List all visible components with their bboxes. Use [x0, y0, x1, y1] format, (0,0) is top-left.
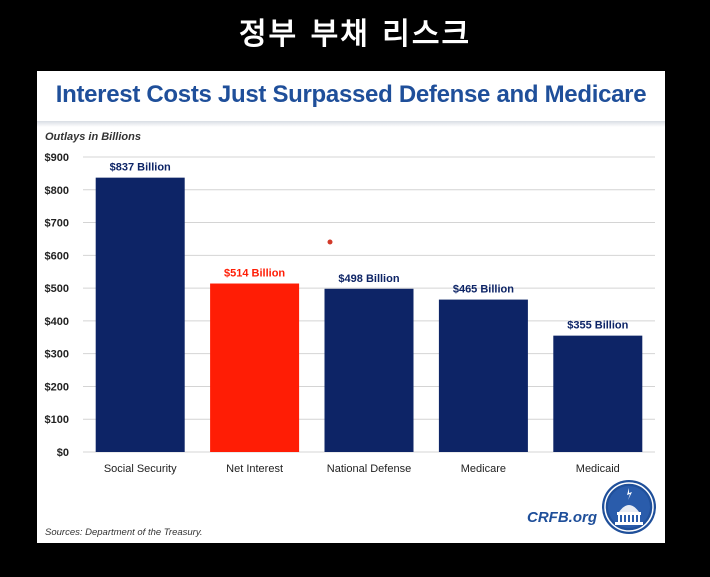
- x-tick-label: Social Security: [104, 463, 177, 475]
- x-tick-label: Medicare: [461, 463, 506, 475]
- x-tick-label: Medicaid: [576, 463, 620, 475]
- bar-value-label: $465 Billion: [453, 284, 514, 296]
- y-tick-label: $400: [45, 316, 69, 328]
- y-tick-label: $100: [45, 414, 69, 426]
- bar-value-label: $498 Billion: [338, 273, 399, 285]
- x-tick-label: National Defense: [327, 463, 411, 475]
- y-tick-label: $500: [45, 283, 69, 295]
- crfb-capitol-logo: [602, 480, 656, 534]
- y-tick-label: $600: [45, 250, 69, 262]
- video-banner-title: 정부 부채 리스크: [238, 17, 472, 52]
- chart-title: Interest Costs Just Surpassed Defense an…: [55, 81, 647, 108]
- y-axis-caption: Outlays in Billions: [45, 131, 141, 143]
- y-tick-label: $900: [45, 152, 69, 164]
- bar: [210, 283, 300, 452]
- y-tick-label: $0: [57, 447, 69, 459]
- brand-text: CRFB.org: [527, 509, 597, 526]
- y-tick-label: $300: [45, 349, 69, 361]
- pointer-dot: [327, 239, 333, 245]
- y-tick-label: $200: [45, 381, 69, 393]
- y-tick-label: $700: [45, 218, 69, 230]
- bar: [438, 299, 528, 452]
- bar: [95, 177, 185, 452]
- y-tick-label: $800: [45, 185, 69, 197]
- bar-value-label: $837 Billion: [110, 162, 171, 174]
- bar: [553, 335, 643, 452]
- chart-slide: Interest Costs Just Surpassed Defense an…: [37, 71, 665, 543]
- bar-value-label: $355 Billion: [567, 320, 628, 332]
- source-note: Sources: Department of the Treasury.: [45, 527, 203, 538]
- x-tick-label: Net Interest: [226, 463, 283, 475]
- bar-value-label: $514 Billion: [224, 268, 285, 280]
- bar: [324, 288, 414, 452]
- bar-chart: $0 $100 $200 $300 $400 $500 $600 $700 $800 $900 $8…: [45, 152, 655, 475]
- title-divider: [37, 121, 665, 127]
